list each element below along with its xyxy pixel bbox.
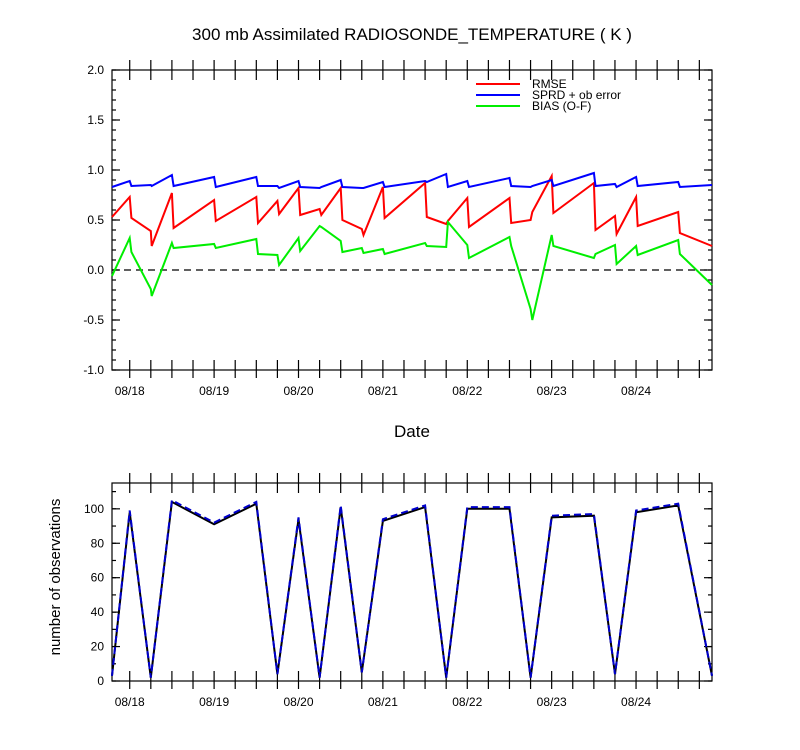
y-tick-label: 100 (84, 502, 104, 516)
y-tick-label: 40 (91, 605, 105, 619)
x-tick-label: 08/18 (115, 695, 145, 709)
y-tick-label: 0 (97, 674, 104, 688)
legend-label: BIAS (O-F) (532, 99, 591, 113)
x-tick-label: 08/20 (283, 384, 313, 398)
y-tick-label: 0.0 (87, 263, 104, 277)
legend-label: RMSE (532, 77, 567, 91)
series-line-rmse (111, 172, 713, 247)
y-tick-label: 1.5 (87, 113, 104, 127)
y-tick-label: 1.0 (87, 163, 104, 177)
plot-frame (111, 482, 713, 682)
x-tick-label: 08/19 (199, 695, 229, 709)
y-tick-label: 60 (91, 571, 105, 585)
x-tick-label: 08/21 (368, 695, 398, 709)
x-tick-label: 08/22 (452, 695, 482, 709)
top-plot-area: -1.0 -0.5 0.0 0.5 1.0 1.5 2.0 08/18 08/19 08/20 08… (83, 60, 713, 398)
y-tick-label: 20 (91, 640, 105, 654)
x-axis-label: Date (394, 422, 430, 441)
y-tick-label: 80 (91, 536, 105, 550)
x-tick-label: 08/23 (537, 695, 567, 709)
x-tick-label: 08/24 (621, 695, 651, 709)
y-tick-label: 2.0 (87, 63, 104, 77)
y-tick-label: -1.0 (83, 363, 104, 377)
plot-frame (111, 69, 713, 371)
bottom-plot-area: 0 20 40 60 80 100 08/18 08/19 08/20 08/21 08/22 08/… (84, 473, 713, 709)
x-tick-label: 08/21 (368, 384, 398, 398)
series-line-bias-o-f (111, 219, 713, 321)
y-axis-label-observations: number of observations (47, 499, 64, 656)
series-line-obs-count (111, 500, 713, 678)
x-tick-label: 08/22 (452, 384, 482, 398)
chart-title: 300 mb Assimilated RADIOSONDE_TEMPERATUR… (192, 25, 632, 44)
y-tick-label: 0.5 (87, 213, 104, 227)
x-tick-label: 08/18 (115, 384, 145, 398)
y-tick-label: -0.5 (83, 313, 104, 327)
x-tick-label: 08/20 (283, 695, 313, 709)
x-tick-label: 08/23 (537, 384, 567, 398)
x-tick-label: 08/19 (199, 384, 229, 398)
x-tick-label: 08/24 (621, 384, 651, 398)
series-line-obs-count-dashed (111, 498, 713, 678)
legend-label: SPRD + ob error (532, 88, 621, 102)
series-line-sprd-ob-error (111, 171, 713, 190)
